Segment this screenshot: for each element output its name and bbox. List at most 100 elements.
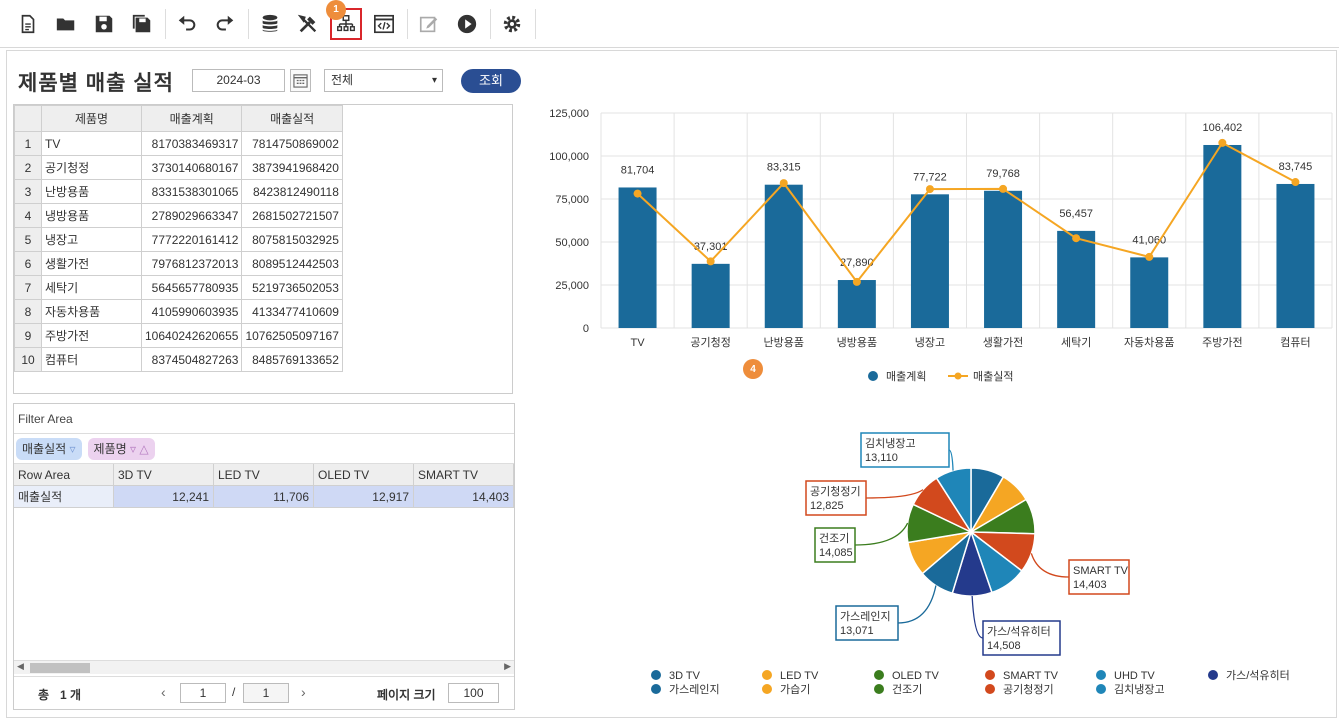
- table-cell[interactable]: 난방용품: [41, 179, 142, 204]
- scroll-right-icon[interactable]: ▶: [504, 661, 511, 671]
- sales-table: 제품명 매출계획 매출실적 1 TV 8170383469317 7814750869…: [14, 105, 343, 372]
- table-cell[interactable]: 냉장고: [41, 227, 142, 252]
- toolbar-separator: [248, 8, 249, 39]
- table-cell[interactable]: 8170383469317: [140, 131, 243, 156]
- table-cell[interactable]: 주방가전: [41, 323, 142, 348]
- table-cell[interactable]: 8374504827263: [140, 347, 243, 372]
- new-document-button[interactable]: [10, 6, 46, 42]
- save-button[interactable]: [86, 6, 122, 42]
- run-button[interactable]: [449, 6, 485, 42]
- table-cell[interactable]: 8331538301065: [140, 179, 243, 204]
- table-cell[interactable]: 5219736502053: [241, 275, 343, 300]
- play-icon: [457, 14, 477, 33]
- table-cell[interactable]: 5645657780935: [140, 275, 243, 300]
- table-row[interactable]: 7 세탁기 5645657780935 5219736502053: [14, 275, 343, 300]
- pivot-cell[interactable]: 11,706: [214, 486, 314, 508]
- filter-icon[interactable]: ▿: [130, 441, 137, 456]
- save-as-button[interactable]: [124, 6, 160, 42]
- table-cell[interactable]: 생활가전: [41, 251, 142, 276]
- table-cell[interactable]: 냉방용품: [41, 203, 142, 228]
- current-page-input[interactable]: 1: [180, 683, 226, 703]
- pivot-column-header: OLED TV: [314, 464, 414, 486]
- table-row[interactable]: 5 냉장고 7772220161412 8075815032925: [14, 227, 343, 252]
- table-cell[interactable]: 8485769133652: [241, 347, 343, 372]
- table-cell[interactable]: 4105990603935: [140, 299, 243, 324]
- toolbar-separator: [407, 8, 408, 39]
- table-cell[interactable]: 7814750869002: [241, 131, 343, 156]
- chevron-left-icon[interactable]: ‹: [161, 684, 166, 700]
- redo-button[interactable]: [207, 6, 243, 42]
- table-row[interactable]: 10 컴퓨터 8374504827263 8485769133652: [14, 347, 343, 372]
- row-number: 9: [14, 323, 42, 348]
- gear-icon: [503, 15, 521, 32]
- redo-icon: [216, 15, 234, 31]
- filter-icon[interactable]: ▿: [69, 441, 76, 456]
- month-input[interactable]: 2024-03: [192, 69, 285, 92]
- table-cell[interactable]: TV: [41, 131, 142, 156]
- table-row[interactable]: 1 TV 8170383469317 7814750869002: [14, 131, 343, 156]
- table-cell[interactable]: 7976812372013: [140, 251, 243, 276]
- scroll-left-icon[interactable]: ◀: [17, 661, 24, 671]
- scrollbar-thumb[interactable]: [30, 663, 90, 673]
- table-cell[interactable]: 8089512442503: [241, 251, 343, 276]
- pivot-cell[interactable]: 12,241: [114, 486, 214, 508]
- column-header[interactable]: 제품명: [41, 105, 142, 132]
- page-size-input[interactable]: 100: [448, 683, 499, 703]
- table-cell[interactable]: 7772220161412: [140, 227, 243, 252]
- settings-button[interactable]: [494, 6, 530, 42]
- toolbar-separator: [165, 8, 166, 39]
- horizontal-scrollbar[interactable]: ◀ ▶: [14, 660, 514, 674]
- column-header[interactable]: 매출실적: [241, 105, 343, 132]
- table-cell[interactable]: 자동차용품: [41, 299, 142, 324]
- tools-button[interactable]: [290, 6, 326, 42]
- undo-button[interactable]: [169, 6, 205, 42]
- table-header-row: 제품명 매출계획 매출실적: [14, 105, 343, 132]
- tools-icon: [297, 14, 317, 32]
- filter-area: Filter Area: [14, 404, 514, 434]
- table-cell[interactable]: 10640242620655: [140, 323, 243, 348]
- table-row[interactable]: 9 주방가전 10640242620655 10762505097167: [14, 323, 343, 348]
- pivot-cell[interactable]: 12,917: [314, 486, 414, 508]
- chevron-right-icon[interactable]: ›: [301, 684, 306, 700]
- step-badge-4: 4: [743, 359, 763, 379]
- table-cell[interactable]: 2789029663347: [140, 203, 243, 228]
- table-cell[interactable]: 4133477410609: [241, 299, 343, 324]
- sort-asc-icon[interactable]: △: [139, 441, 149, 456]
- table-cell[interactable]: 8075815032925: [241, 227, 343, 252]
- total-pages: 1: [243, 683, 289, 703]
- hierarchy-button[interactable]: 1: [326, 0, 364, 42]
- total-count: 1 개: [60, 688, 82, 702]
- table-row[interactable]: 8 자동차용품 4105990603935 4133477410609: [14, 299, 343, 324]
- table-cell[interactable]: 공기청정: [41, 155, 142, 180]
- save-as-icon: [132, 14, 151, 32]
- table-cell[interactable]: 컴퓨터: [41, 347, 142, 372]
- table-cell[interactable]: 10762505097167: [241, 323, 343, 348]
- pivot-cell[interactable]: 14,403: [414, 486, 514, 508]
- row-number: 8: [14, 299, 42, 324]
- toolbar: 1: [0, 0, 1339, 48]
- row-number: 7: [14, 275, 42, 300]
- step-badge-1: 1: [326, 0, 346, 20]
- table-cell[interactable]: 3730140680167: [140, 155, 243, 180]
- edit-button[interactable]: [411, 6, 447, 42]
- code-window-button[interactable]: [366, 6, 402, 42]
- database-button[interactable]: [252, 6, 288, 42]
- table-row[interactable]: 2 공기청정 3730140680167 3873941968420: [14, 155, 343, 180]
- open-folder-button[interactable]: [48, 6, 84, 42]
- table-row[interactable]: 4 냉방용품 2789029663347 2681502721507: [14, 203, 343, 228]
- table-cell[interactable]: 8423812490118: [241, 179, 343, 204]
- table-row[interactable]: 3 난방용품 8331538301065 8423812490118: [14, 179, 343, 204]
- category-select[interactable]: 전체 ▾: [324, 69, 443, 92]
- dimension-chip[interactable]: 제품명 ▿ △: [87, 437, 155, 460]
- table-cell[interactable]: 세탁기: [41, 275, 142, 300]
- search-button[interactable]: 조회: [461, 69, 521, 93]
- row-number: 1: [14, 131, 42, 156]
- table-row[interactable]: 6 생활가전 7976812372013 8089512442503: [14, 251, 343, 276]
- edit-icon: [419, 16, 438, 32]
- table-cell[interactable]: 2681502721507: [241, 203, 343, 228]
- measure-chip[interactable]: 매출실적 ▿: [16, 437, 82, 460]
- table-cell[interactable]: 3873941968420: [241, 155, 343, 180]
- column-header[interactable]: 매출계획: [140, 105, 243, 132]
- calendar-button[interactable]: [290, 69, 311, 92]
- pivot-column-header: 3D TV: [114, 464, 214, 486]
